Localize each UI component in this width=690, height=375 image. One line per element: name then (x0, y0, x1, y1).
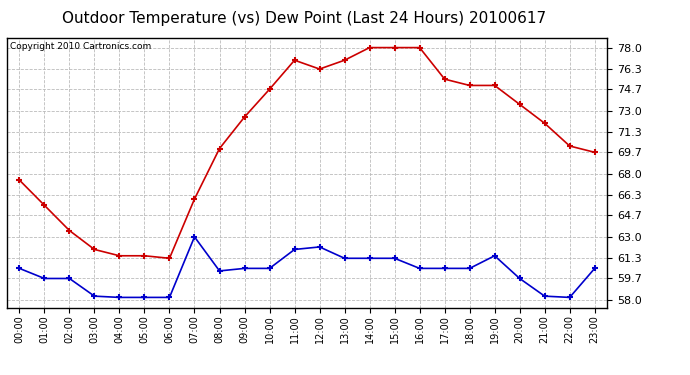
Text: Outdoor Temperature (vs) Dew Point (Last 24 Hours) 20100617: Outdoor Temperature (vs) Dew Point (Last… (61, 11, 546, 26)
Text: Copyright 2010 Cartronics.com: Copyright 2010 Cartronics.com (10, 42, 151, 51)
